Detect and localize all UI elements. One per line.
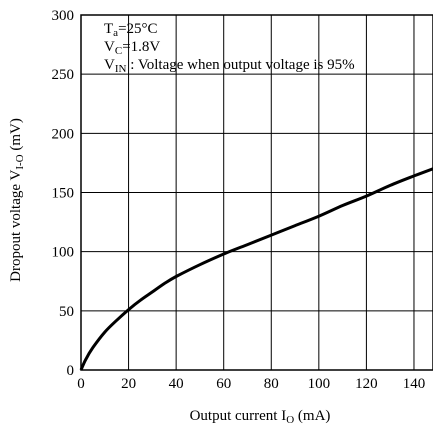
x-tick-label: 140: [403, 376, 426, 392]
y-tick-label: 50: [59, 304, 74, 320]
x-tick-label: 20: [121, 376, 136, 392]
plot-frame: [80, 14, 433, 371]
y-tick-label: 250: [52, 67, 75, 83]
y-tick-label: 150: [52, 186, 75, 202]
x-tick-label: 60: [216, 376, 231, 392]
y-tick-label: 0: [67, 363, 75, 379]
annotation-temperature: Ta=25°C: [104, 21, 158, 39]
y-tick-label: 100: [52, 245, 75, 261]
x-tick-label: 0: [77, 376, 85, 392]
y-tick-label: 300: [52, 8, 75, 24]
y-tick-labels: 0 50 100 150 200 250 300: [52, 8, 75, 379]
y-axis-label: Dropout voltage VI-O (mV): [8, 118, 26, 282]
y-tick-label: 200: [52, 126, 75, 142]
x-tick-labels: 0 20 40 60 80 100 120 140: [77, 376, 425, 392]
x-tick-label: 80: [264, 376, 279, 392]
x-tick-label: 120: [355, 376, 378, 392]
x-tick-label: 100: [308, 376, 331, 392]
annotation-vin: VIN : Voltage when output voltage is 95%: [104, 57, 355, 75]
dropout-voltage-curve: [79, 167, 433, 371]
x-axis-label: Output current IO (mA): [190, 408, 331, 426]
annotation-vc: VC=1.8V: [104, 39, 160, 57]
x-tick-label: 40: [169, 376, 184, 392]
